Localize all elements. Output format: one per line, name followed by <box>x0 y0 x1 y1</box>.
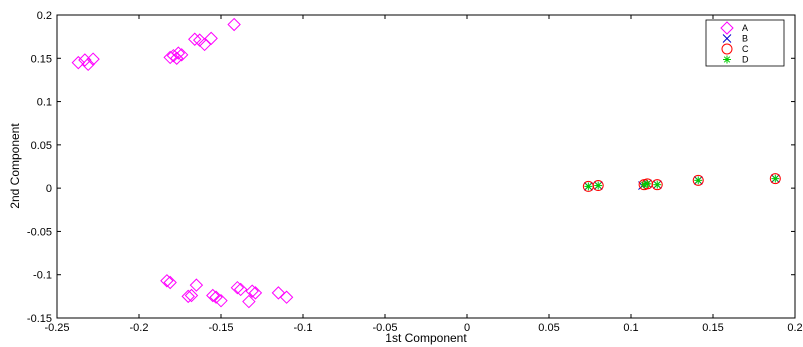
series-d <box>584 174 780 191</box>
x-axis-ticks: -0.25 -0.2 -0.15 -0.1 -0.05 0 0.05 0.1 0.15 0.2 <box>44 15 803 334</box>
point-a <box>242 294 256 309</box>
x-tick-label: -0.15 <box>208 322 233 334</box>
point-a <box>206 288 220 303</box>
point-a <box>71 55 86 70</box>
point-a <box>188 32 202 46</box>
legend-label-d: D <box>742 55 749 65</box>
point-a <box>248 286 263 300</box>
point-a <box>271 286 286 300</box>
point-c <box>651 179 663 191</box>
point-c <box>769 173 781 185</box>
y-tick-label: -0.05 <box>27 226 52 238</box>
point-a <box>214 293 228 308</box>
y-tick-label: -0.15 <box>27 313 52 325</box>
point-a <box>189 278 204 292</box>
point-a <box>233 282 248 297</box>
y-tick-label: 0.05 <box>31 140 52 152</box>
series-a <box>71 17 294 309</box>
legend-marker-b <box>722 34 732 43</box>
y-tick-label: 0.15 <box>31 53 52 65</box>
point-a <box>86 52 100 66</box>
x-axis-label: 1st Component <box>385 331 467 345</box>
point-c <box>692 174 704 186</box>
series-c <box>582 173 781 192</box>
y-tick-label: -0.1 <box>33 270 52 282</box>
legend-marker-c <box>721 43 733 55</box>
data-marks <box>71 17 781 309</box>
legend-label-c: C <box>742 44 749 54</box>
legend-marker-a <box>720 21 734 35</box>
point-c <box>592 180 604 192</box>
x-tick-label: 0.05 <box>538 322 559 334</box>
y-tick-label: 0.2 <box>37 10 52 22</box>
point-d <box>594 181 603 190</box>
point-a <box>81 57 95 72</box>
point-a <box>171 46 186 60</box>
x-tick-label: 0.1 <box>623 322 638 334</box>
point-a <box>160 274 174 288</box>
legend-marker-d <box>723 55 731 64</box>
point-a <box>184 288 199 303</box>
x-tick-label: -0.25 <box>44 322 69 334</box>
point-a <box>181 289 195 304</box>
x-tick-label: 0 <box>464 322 470 334</box>
point-d <box>584 182 593 191</box>
point-d <box>694 176 703 185</box>
point-d <box>771 174 780 183</box>
point-a <box>245 284 259 298</box>
y-axis-label: 2nd Component <box>8 123 22 209</box>
legend-label-b: B <box>742 34 748 44</box>
legend-label-a: A <box>742 23 748 33</box>
point-a <box>174 48 189 62</box>
x-tick-label: 0.15 <box>702 322 723 334</box>
point-a <box>163 275 177 290</box>
x-tick-label: 0.2 <box>787 322 802 334</box>
point-a <box>230 280 245 295</box>
point-a <box>279 290 294 304</box>
x-tick-label: -0.05 <box>372 322 397 334</box>
point-d <box>653 180 662 189</box>
y-tick-label: 0.1 <box>37 97 52 109</box>
point-d <box>643 179 652 188</box>
y-axis-ticks: -0.15 -0.1 -0.05 0 0.05 0.1 0.15 0.2 <box>27 10 795 325</box>
point-a <box>204 31 218 46</box>
x-tick-label: -0.1 <box>294 322 313 334</box>
legend-box <box>705 19 785 67</box>
x-tick-label: -0.2 <box>130 322 149 334</box>
point-a <box>227 17 241 32</box>
y-tick-label: 0 <box>46 183 52 195</box>
plot-area <box>56 14 796 319</box>
